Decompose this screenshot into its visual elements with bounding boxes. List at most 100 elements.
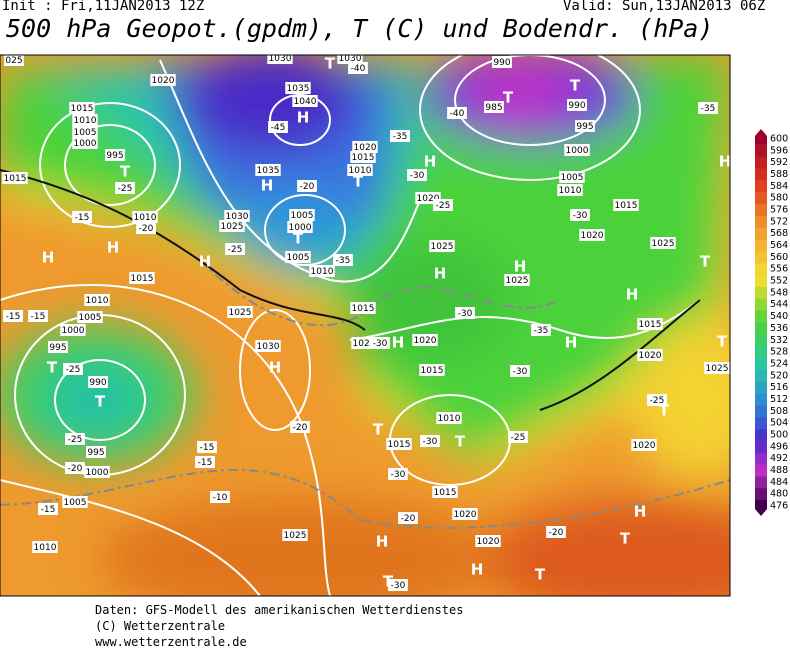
isobar-label: 1035 bbox=[257, 166, 280, 176]
colorbar-cell bbox=[755, 452, 767, 466]
isobar-label-box bbox=[352, 141, 378, 153]
isobar-label-box bbox=[650, 237, 676, 249]
isobar-label-box bbox=[282, 529, 308, 541]
isobar-label: 1005 bbox=[561, 173, 584, 183]
isobar-label-box bbox=[4, 55, 24, 66]
temperature-label-box bbox=[136, 222, 156, 234]
isobar-label: 995 bbox=[106, 151, 123, 161]
isobar-label-box bbox=[219, 220, 245, 232]
temperature-label-box bbox=[225, 243, 245, 255]
isobar-label: 990 bbox=[568, 101, 585, 111]
temperature-label: -45 bbox=[271, 123, 286, 133]
isobar-label: 1035 bbox=[287, 84, 310, 94]
isobar-label-box bbox=[386, 438, 412, 450]
isobar-label-box bbox=[86, 446, 106, 458]
isobar-label-box bbox=[2, 172, 28, 184]
isobar-label: 1020 bbox=[454, 510, 477, 520]
colorbar-label: 572 bbox=[770, 216, 788, 227]
colorbar-label: 536 bbox=[770, 323, 788, 334]
pressure-center: H bbox=[626, 286, 639, 304]
pressure-center: T bbox=[353, 173, 364, 191]
isobar-label: 1030 bbox=[226, 212, 249, 222]
temperature-label-box bbox=[570, 209, 590, 221]
isobar-label-box bbox=[150, 74, 176, 86]
temperature-label-box bbox=[508, 431, 528, 443]
colorbar-label: 600 bbox=[770, 133, 788, 144]
isobar-label-box bbox=[224, 210, 250, 222]
colorbar-label: 544 bbox=[770, 299, 788, 310]
pressure-center: H bbox=[269, 359, 282, 377]
isobar-label-box bbox=[285, 251, 311, 263]
pressure-center: T bbox=[47, 359, 58, 377]
colorbar-label: 500 bbox=[770, 430, 788, 441]
isobar-label-box bbox=[84, 294, 110, 306]
isobar-label: 1010 bbox=[311, 267, 334, 277]
colorbar-cell bbox=[755, 405, 767, 418]
map-frame bbox=[0, 54, 731, 597]
isobar-label: 1020 bbox=[354, 143, 377, 153]
temperature-label-box bbox=[210, 491, 230, 503]
map: 1020101510101005100099510151010103010351… bbox=[0, 54, 788, 597]
temperature-label-box bbox=[388, 579, 408, 591]
colorbar-cell bbox=[755, 369, 767, 383]
isobar-label-box bbox=[559, 171, 585, 183]
isobar-label-box bbox=[432, 486, 458, 498]
isobar-label-box bbox=[69, 102, 95, 114]
temperature-label: -20 bbox=[293, 423, 308, 433]
temperature-label: -35 bbox=[336, 256, 351, 266]
footer-url: www.wetterzentrale.de bbox=[95, 635, 247, 649]
colorbar-cell bbox=[755, 500, 767, 516]
isobar-label: 1025 bbox=[706, 364, 729, 374]
temperature-label-box bbox=[698, 102, 718, 114]
temperature-label: -30 bbox=[458, 309, 473, 319]
isobar-label: 1010 bbox=[86, 296, 109, 306]
footer-copyright: (C) Wetterzentrale bbox=[95, 619, 226, 633]
temperature-label-box bbox=[63, 363, 83, 375]
isobar-label-box bbox=[267, 55, 293, 64]
isobar-label-box bbox=[88, 376, 108, 388]
isobar-label-box bbox=[285, 82, 311, 94]
temperature-label-box bbox=[115, 182, 135, 194]
isobar-label: 1005 bbox=[287, 253, 310, 263]
map-title: 500 hPa Geopot.(gpdm), T (C) und Bodendr… bbox=[6, 14, 714, 43]
colorbar-cell bbox=[755, 275, 767, 288]
colorbar-cell bbox=[755, 310, 767, 323]
temperature-label: -30 bbox=[573, 211, 588, 221]
isobar-label: 1010 bbox=[559, 186, 582, 196]
isobar-label-box bbox=[255, 164, 281, 176]
colorbar-label: 496 bbox=[770, 441, 788, 452]
isobar-label-box bbox=[289, 209, 315, 221]
isobar-label: 1015 bbox=[4, 174, 27, 184]
pressure-center: H bbox=[471, 561, 484, 579]
colorbar-cell bbox=[755, 358, 767, 371]
isobar-label: 1020 bbox=[152, 76, 175, 86]
pressure-center: H bbox=[42, 249, 55, 267]
temperature-label: -15 bbox=[6, 312, 21, 322]
temperature-label-box bbox=[455, 307, 475, 319]
isobar-label: 1030 bbox=[339, 54, 362, 64]
colorbar-label: 568 bbox=[770, 228, 788, 239]
isobar-label: 1020 bbox=[477, 537, 500, 547]
pressure-center: H bbox=[434, 265, 447, 283]
isobar-label-box bbox=[347, 164, 373, 176]
temperature-label: -20 bbox=[300, 182, 315, 192]
pressure-center: T bbox=[95, 393, 106, 411]
isobar-label-box bbox=[292, 95, 318, 107]
temperature-label-box bbox=[407, 169, 427, 181]
pressure-center: T bbox=[570, 77, 581, 95]
temperature-label: -25 bbox=[66, 365, 81, 375]
temperature-label: -20 bbox=[68, 464, 83, 474]
colorbar: 6005965925885845805765725685645605565525… bbox=[755, 129, 788, 516]
colorbar-label: 476 bbox=[770, 501, 788, 512]
temperature-label-box bbox=[531, 324, 551, 336]
colorbar-label: 532 bbox=[770, 335, 788, 346]
isobar-label: 1025 bbox=[284, 531, 307, 541]
temperature-label: -25 bbox=[118, 184, 133, 194]
colorbar-label: 596 bbox=[770, 145, 788, 156]
isobar-label-box bbox=[129, 272, 155, 284]
colorbar-cell bbox=[755, 239, 767, 252]
temperature-label: -35 bbox=[393, 132, 408, 142]
isobar-label-box bbox=[637, 349, 663, 361]
temperature-label-box bbox=[38, 503, 58, 515]
temperature-label: -35 bbox=[701, 104, 716, 114]
